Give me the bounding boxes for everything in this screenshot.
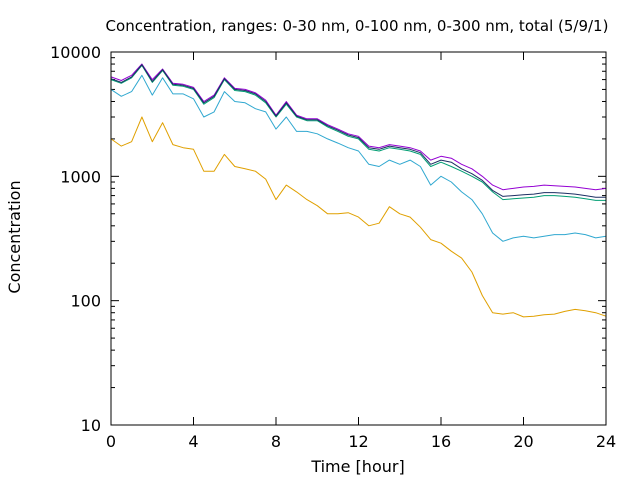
x-tick-label: 8 xyxy=(271,432,281,451)
x-tick-label: 24 xyxy=(596,432,616,451)
y-tick-label: 100 xyxy=(70,292,101,311)
series-line-1 xyxy=(110,116,607,318)
series-line-5 xyxy=(110,64,606,198)
y-tick-label: 10 xyxy=(81,416,101,435)
series-line-2 xyxy=(110,74,607,242)
series-lines xyxy=(110,63,607,318)
y-axis-label: Concentration xyxy=(5,180,24,293)
y-tick-label: 10000 xyxy=(50,43,101,62)
x-tick-label: 4 xyxy=(188,432,198,451)
x-tick-label: 12 xyxy=(348,432,368,451)
y-tick-label: 1000 xyxy=(60,167,101,186)
x-tick-label: 20 xyxy=(513,432,533,451)
chart-title: Concentration, ranges: 0-30 nm, 0-100 nm… xyxy=(106,17,609,35)
x-axis-label: Time [hour] xyxy=(310,457,404,476)
series-line-4 xyxy=(110,63,607,191)
x-tick-label: 16 xyxy=(431,432,451,451)
plot-frame xyxy=(110,51,607,426)
x-tick-label: 0 xyxy=(106,432,116,451)
series-line-3 xyxy=(110,64,606,201)
axis-ticks: 0 4 8 12 16 20 24 10 100 1000 10000 xyxy=(50,43,616,451)
